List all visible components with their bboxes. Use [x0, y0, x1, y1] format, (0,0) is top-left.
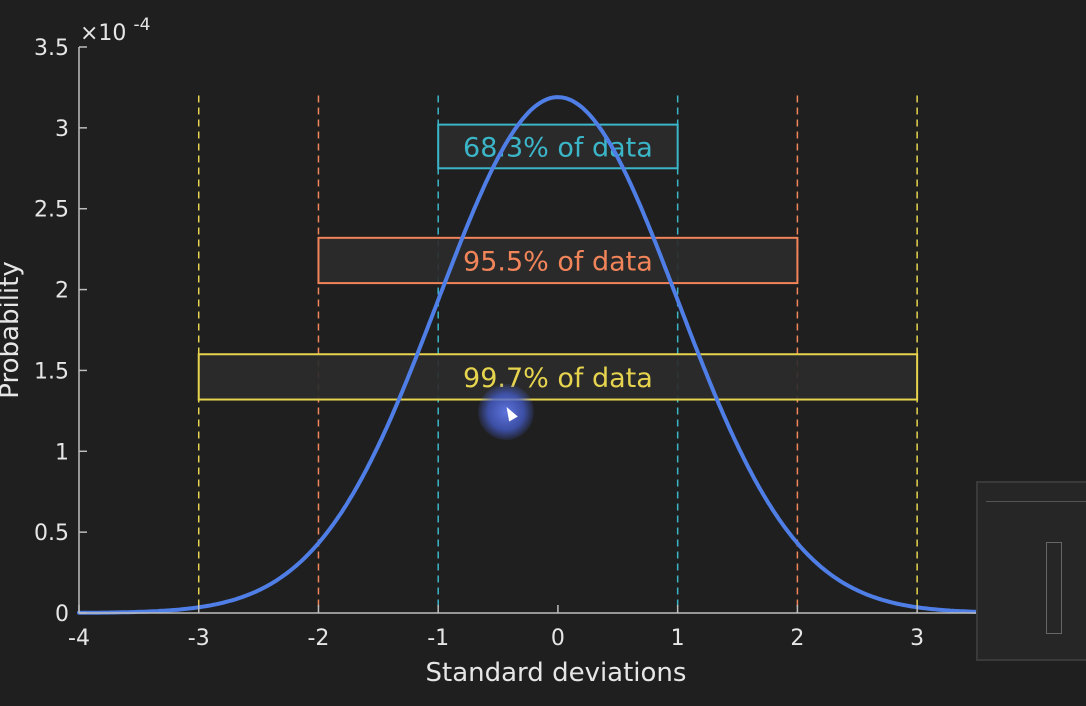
band-box — [197, 353, 919, 401]
thumbnail-preview[interactable] — [976, 481, 1086, 661]
y-axis-label: Probability — [0, 261, 25, 398]
y-axis-exponent: ×10 -4 — [80, 15, 150, 46]
thumbnail-plot — [986, 501, 1086, 652]
x-tick-label: -3 — [188, 626, 210, 651]
exponent-base: ×10 — [80, 21, 126, 46]
y-tick-label: 0.5 — [34, 521, 69, 546]
x-tick-label: 0 — [551, 626, 565, 651]
y-tick-label: 2.5 — [34, 198, 69, 223]
cursor-icon — [502, 404, 518, 422]
y-tick-label: 2 — [55, 279, 69, 304]
x-tick-label: -1 — [427, 626, 449, 651]
band-label: 68.3% of data — [463, 132, 653, 163]
series-line — [77, 95, 979, 615]
x-tick-label: 1 — [671, 626, 685, 651]
x-tick-label: 3 — [910, 626, 924, 651]
x-tick-label: -2 — [307, 626, 329, 651]
exponent-power: -4 — [133, 15, 150, 35]
x-tick-label: -4 — [68, 626, 90, 651]
cursor-highlight — [478, 384, 534, 440]
band-label: 95.5% of data — [463, 246, 653, 277]
y-tick-label: 1 — [55, 440, 69, 465]
axes — [78, 47, 977, 614]
band-box — [317, 236, 799, 285]
band-box — [437, 123, 679, 170]
y-tick-label: 1.5 — [34, 359, 69, 384]
x-axis-label: Standard deviations — [426, 658, 687, 688]
y-tick-label: 3 — [55, 117, 69, 142]
thumbnail-mark — [1046, 542, 1062, 634]
x-tick-label: 2 — [790, 626, 804, 651]
series-group — [77, 95, 979, 615]
tick-labels: -4 -3 -2 -1 0 1 2 3 0 0.5 1 1.5 2 2.5 3 3.5 — [34, 36, 924, 651]
y-tick-label: 0 — [55, 602, 69, 627]
y-tick-label: 3.5 — [34, 36, 69, 61]
